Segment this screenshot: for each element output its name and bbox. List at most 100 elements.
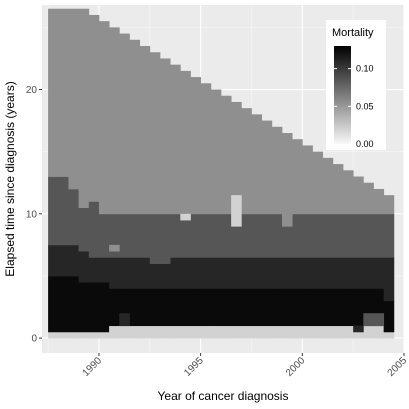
heatmap-cell-baseline (98, 331, 110, 339)
heatmap-cell-long-term (170, 64, 181, 215)
heatmap-cell-early (180, 288, 191, 327)
heatmap-cell-mid (251, 257, 263, 289)
heatmap-cell-long-term (312, 151, 324, 215)
heatmap-cell-mid (342, 257, 354, 289)
heatmap-cell-late (129, 213, 141, 258)
heatmap-cell-mid (98, 257, 110, 283)
heatmap-cell-early (322, 288, 334, 327)
heatmap-cell-early (170, 288, 181, 327)
heatmap-cell-late (383, 213, 395, 258)
heatmap-cell-long-term (48, 8, 59, 177)
heatmap-cell-mid (78, 251, 90, 283)
heatmap-cell-long-term (220, 95, 232, 215)
heatmap-cell-early (383, 300, 395, 333)
heatmap-cell-mid (241, 257, 252, 289)
heatmap-cell-long-term (119, 33, 130, 215)
heatmap-cell-baseline (149, 325, 161, 339)
heatmap-cell-baseline (342, 325, 354, 339)
heatmap-cell-early (210, 288, 222, 327)
heatmap-cell-early (302, 288, 313, 327)
heatmap-cell-baseline (383, 331, 395, 339)
heatmap-cell-late (119, 213, 130, 258)
heatmap-cells (48, 8, 395, 339)
heatmap-cell-long-term (109, 27, 120, 215)
heatmap-cell-detail (119, 313, 130, 327)
heatmap-cell-early (220, 288, 232, 327)
heatmap-cell-early (109, 288, 120, 327)
heatmap-cell-late (302, 213, 313, 258)
heatmap-cell-baseline (180, 325, 191, 339)
heatmap-cell-early (48, 275, 59, 333)
heatmap-cell-late (139, 213, 151, 258)
heatmap-cell-early (261, 288, 273, 327)
heatmap-cell-long-term (353, 176, 364, 215)
heatmap-cell-baseline (159, 325, 171, 339)
heatmap-cell-early (88, 282, 100, 333)
heatmap-cell-late (200, 213, 212, 258)
heatmap-cell-late (88, 201, 100, 258)
heatmap-cell-detail (149, 257, 171, 264)
heatmap-cell-mid (139, 257, 151, 289)
heatmap-cell-early (68, 275, 80, 333)
heatmap-cell-late (312, 213, 324, 258)
heatmap-cell-baseline (48, 331, 59, 339)
heatmap-cell-late (261, 213, 273, 258)
heatmap-cell-late (190, 213, 202, 258)
heatmap-cell-early (231, 288, 242, 327)
heatmap-cell-long-term (332, 164, 344, 215)
heatmap-cell-mid (302, 257, 313, 289)
heatmap-cell-long-term (363, 182, 374, 215)
heatmap-cell-baseline (190, 325, 202, 339)
heatmap-cell-baseline (78, 331, 90, 339)
heatmap-cell-long-term (180, 70, 191, 215)
heatmap-cell-detail (363, 313, 385, 327)
heatmap-cell-long-term (129, 39, 141, 215)
heatmap-cell-baseline (220, 325, 232, 339)
heatmap-cell-late (78, 207, 90, 252)
heatmap-cell-late (159, 213, 171, 258)
heatmap-cell-long-term (281, 133, 293, 215)
heatmap-cell-long-term (241, 108, 252, 215)
heatmap-cell-early (281, 288, 293, 327)
heatmap-cell-long-term (210, 89, 222, 215)
heatmap-cell-mid (68, 244, 80, 277)
heatmap-cell-early (342, 288, 354, 327)
heatmap-cell-long-term (231, 101, 242, 215)
heatmap-cell-late (292, 213, 303, 258)
heatmap-cell-late (241, 213, 252, 258)
heatmap-cell-late (170, 213, 181, 258)
heatmap-cell-mid (129, 257, 141, 289)
heatmap-cell-early (129, 288, 141, 327)
heatmap-cell-baseline (200, 325, 212, 339)
heatmap-cell-baseline (292, 325, 303, 339)
y-tick-label: 20 (26, 85, 38, 96)
heatmap-cell-early (159, 288, 171, 327)
heatmap-cell-long-term (251, 114, 263, 215)
heatmap-cell-mid (281, 257, 293, 289)
heatmap-cell-late (251, 213, 263, 258)
heatmap-cell-baseline (210, 325, 222, 339)
legend-title: Mortality (332, 27, 374, 39)
heatmap-cell-late (363, 213, 374, 258)
heatmap-cell-long-term (292, 139, 303, 215)
y-tick-label: 10 (26, 209, 38, 220)
heatmap-cell-mid (383, 257, 395, 302)
heatmap-cell-baseline (129, 325, 141, 339)
heatmap-cell-detail (353, 325, 364, 333)
heatmap-cell-long-term (139, 46, 151, 215)
heatmap-cell-detail (109, 244, 120, 252)
heatmap-cell-long-term (78, 8, 90, 208)
heatmap-cell-mid (363, 257, 374, 289)
heatmap-cell-mid (159, 257, 171, 289)
heatmap-cell-long-term (271, 126, 283, 215)
heatmap-cell-long-term (373, 188, 385, 215)
heatmap-cell-long-term (149, 52, 161, 215)
heatmap-cell-long-term (383, 195, 395, 215)
heatmap-cell-mid (332, 257, 344, 289)
heatmap-cell-mid (353, 257, 364, 289)
heatmap-cell-early (251, 288, 263, 327)
heatmap-cell-early (98, 282, 110, 333)
heatmap-cell-mid (292, 257, 303, 289)
heatmap-cell-late (271, 213, 283, 258)
heatmap-cell-baseline (88, 331, 100, 339)
